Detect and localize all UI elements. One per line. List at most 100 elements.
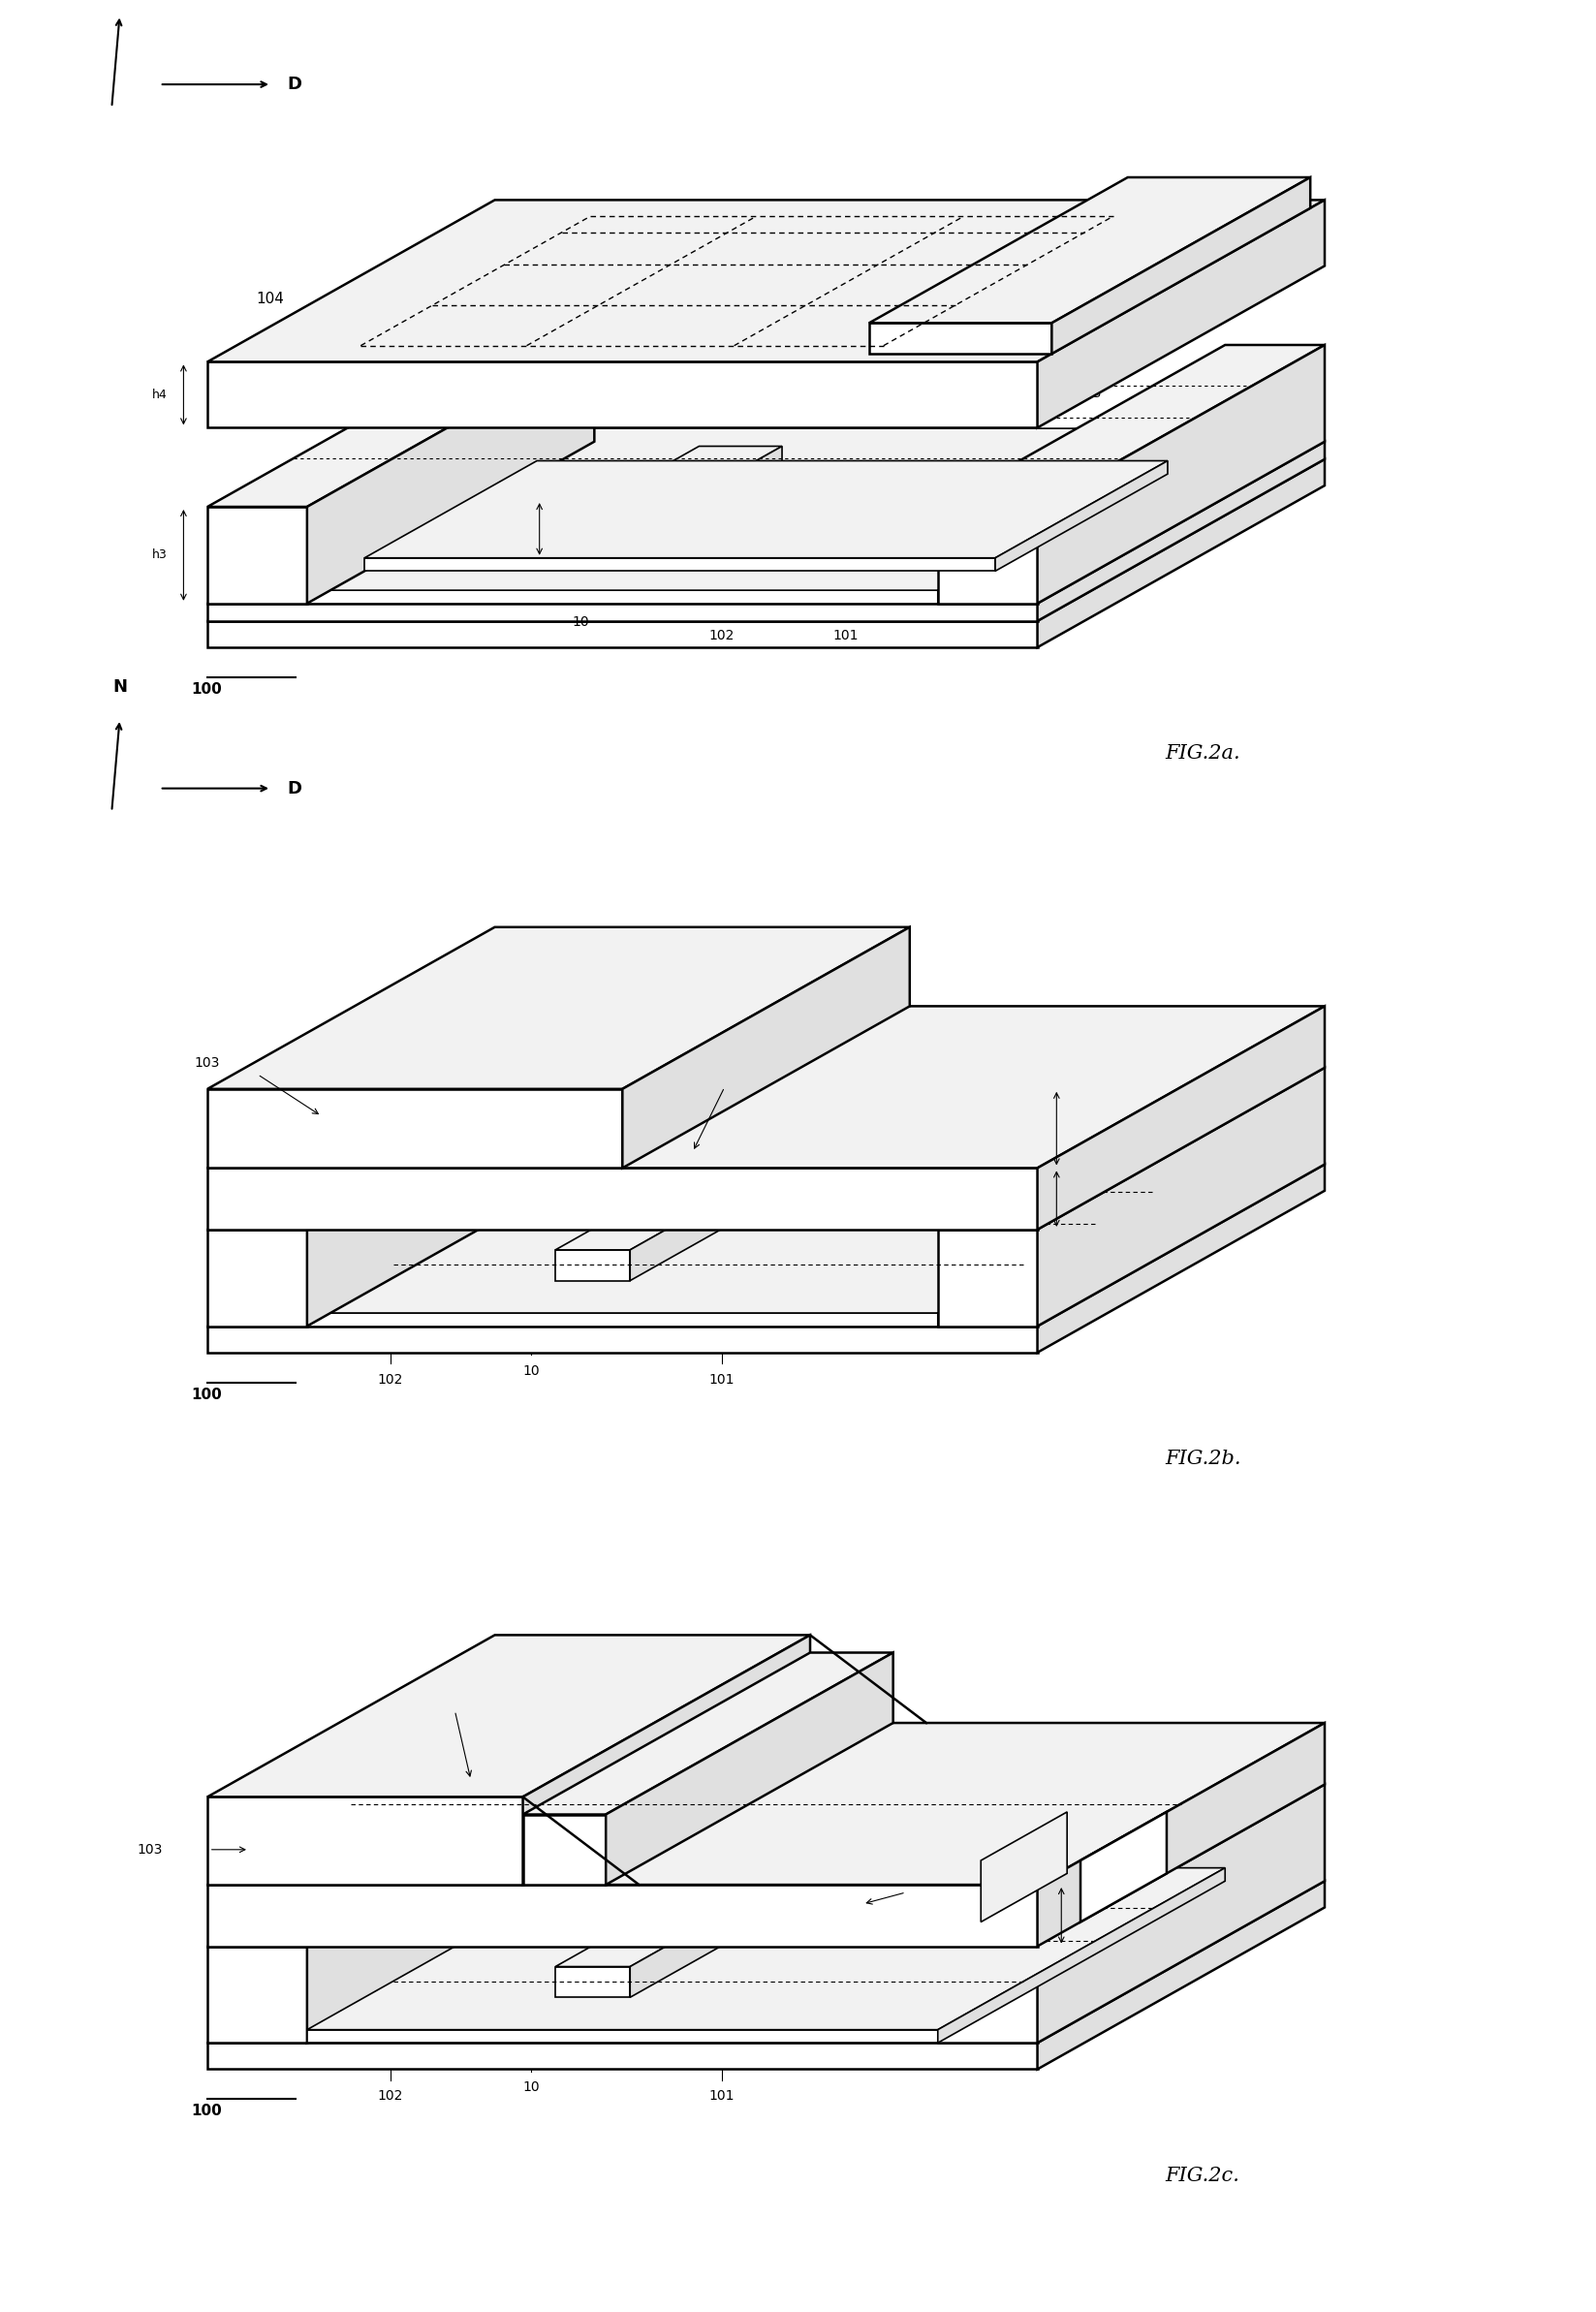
Text: FIG.2a.: FIG.2a. [1165,744,1240,763]
Text: D: D [287,76,302,92]
Polygon shape [996,460,1168,571]
Text: v: v [1066,1121,1073,1135]
Polygon shape [555,446,782,527]
Polygon shape [1037,344,1325,603]
Text: 102: 102 [709,629,734,643]
Polygon shape [207,1785,594,1947]
Polygon shape [306,1068,594,1327]
Polygon shape [207,622,1037,647]
Polygon shape [1037,1006,1325,1230]
Text: 10: 10 [522,2081,539,2095]
Polygon shape [207,1006,1325,1168]
Polygon shape [207,361,1037,428]
Polygon shape [870,178,1310,324]
Polygon shape [306,1785,594,2044]
Polygon shape [207,1089,622,1168]
Polygon shape [1037,1785,1325,2044]
Text: h4: h4 [152,388,168,400]
Polygon shape [306,1313,938,1327]
Polygon shape [1080,1813,1167,1921]
Text: 101: 101 [833,629,859,643]
Polygon shape [938,1230,1037,1327]
Polygon shape [207,1635,811,1796]
Polygon shape [1037,1882,1325,2069]
Polygon shape [555,1887,774,1968]
Polygon shape [622,927,910,1168]
Polygon shape [306,1868,1226,2030]
Text: 103: 103 [137,1843,163,1857]
Polygon shape [938,1785,1325,1947]
Polygon shape [982,1813,1068,1921]
Polygon shape [207,1168,1037,1230]
Text: 103: 103 [1076,386,1101,400]
Text: 10: 10 [573,615,589,629]
Text: 102: 102 [377,2090,402,2104]
Polygon shape [938,428,1226,603]
Polygon shape [207,927,910,1089]
Text: h2: h2 [276,566,290,578]
Polygon shape [207,1796,523,1884]
Polygon shape [555,1170,774,1251]
Polygon shape [207,2044,1037,2069]
Polygon shape [207,1230,306,1327]
Polygon shape [938,344,1325,506]
Text: h3: h3 [152,548,168,562]
Polygon shape [1037,1722,1325,1947]
Text: 101: 101 [709,1373,734,1387]
Polygon shape [1052,178,1310,354]
Text: N: N [112,677,128,696]
Polygon shape [207,199,1325,361]
Polygon shape [555,1968,630,1998]
Text: 103a: 103a [407,1685,440,1699]
Polygon shape [630,1887,774,1998]
Text: D: D [287,779,302,798]
Text: 11: 11 [709,1068,726,1082]
Text: FIG.2c.: FIG.2c. [1165,2166,1240,2185]
Polygon shape [364,460,1168,557]
Polygon shape [1037,1165,1325,1353]
Polygon shape [1037,199,1325,428]
Polygon shape [1037,460,1325,647]
Polygon shape [207,1882,1325,2044]
Polygon shape [638,446,782,557]
Polygon shape [870,324,1052,354]
Text: 100: 100 [192,2104,222,2118]
Text: ty: ty [1073,1910,1084,1921]
Polygon shape [630,1170,774,1281]
Polygon shape [938,1068,1325,1230]
Text: 10: 10 [522,1364,539,1378]
Polygon shape [523,1635,811,1884]
Polygon shape [207,1722,1325,1884]
Polygon shape [938,506,1037,603]
Polygon shape [290,428,1226,590]
Polygon shape [207,1165,1325,1327]
Polygon shape [1037,1068,1325,1327]
Polygon shape [207,460,1325,622]
Text: 102: 102 [377,1373,402,1387]
Polygon shape [555,527,638,557]
Polygon shape [938,1947,1037,2044]
Polygon shape [290,590,938,603]
Text: 103: 103 [193,1057,219,1070]
Text: 104: 104 [257,291,284,305]
Polygon shape [207,603,1037,622]
Polygon shape [938,1151,1226,1327]
Polygon shape [938,1868,1226,2044]
Polygon shape [1037,442,1325,622]
Text: h1: h1 [547,525,563,536]
Polygon shape [207,1884,1037,1947]
Polygon shape [207,506,306,603]
Polygon shape [306,2030,938,2044]
Polygon shape [523,1815,606,1884]
Text: 11: 11 [911,1887,927,1898]
Polygon shape [364,557,996,571]
Text: 101: 101 [709,2090,734,2104]
Polygon shape [207,442,1325,603]
Text: h4: h4 [1066,1193,1082,1205]
Polygon shape [523,1653,894,1815]
Text: FIG.2b.: FIG.2b. [1165,1450,1242,1468]
Polygon shape [306,1151,1226,1313]
Polygon shape [207,1947,306,2044]
Polygon shape [207,1327,1037,1353]
Polygon shape [207,1068,594,1230]
